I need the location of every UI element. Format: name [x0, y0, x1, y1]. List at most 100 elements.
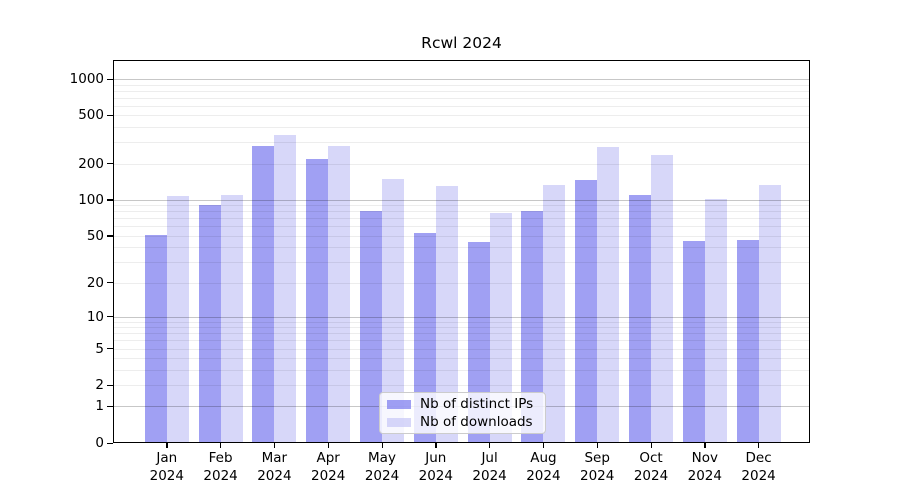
bar-downloads [758, 184, 781, 443]
bar-downloads [543, 185, 566, 443]
y-tick-label: 5 [95, 340, 104, 357]
year-label: 2024 [633, 467, 669, 484]
y-tick [107, 78, 113, 80]
y-tick [107, 235, 113, 237]
y-tick [107, 348, 113, 350]
month-label: Nov [691, 450, 718, 466]
year-label: 2024 [526, 467, 561, 484]
y-tick [107, 384, 113, 386]
month-label: Sep [584, 450, 610, 466]
x-tick [381, 443, 383, 448]
bar-ips [144, 234, 167, 443]
x-tick-label: Jul 2024 [462, 450, 518, 485]
x-tick-label: Dec 2024 [731, 450, 787, 485]
year-label: 2024 [364, 467, 400, 484]
bar-ips [736, 240, 759, 443]
year-label: 2024 [418, 467, 453, 484]
year-label: 2024 [203, 467, 238, 484]
y-tick-label: 20 [86, 274, 104, 291]
year-label: 2024 [472, 467, 507, 484]
x-tick-label: Apr 2024 [300, 450, 356, 485]
y-tick [107, 282, 113, 284]
x-tick [435, 443, 437, 448]
legend-label-distinct-ips: Nb of distinct IPs [420, 395, 534, 412]
gridline-minor [114, 84, 809, 86]
y-tick-label: 200 [78, 155, 104, 172]
year-label: 2024 [687, 467, 722, 484]
bar-downloads [597, 146, 620, 443]
bar-ips [252, 145, 275, 443]
month-label: Jan [156, 450, 178, 466]
year-label: 2024 [311, 467, 346, 484]
y-tick [107, 163, 113, 165]
bar-downloads [328, 145, 351, 443]
y-tick-label: 100 [78, 191, 104, 208]
legend-swatch-ips [387, 399, 411, 409]
month-label: Jun [425, 450, 447, 466]
y-tick [107, 114, 113, 117]
year-label: 2024 [741, 467, 776, 484]
bar-downloads [489, 213, 512, 443]
x-tick [327, 443, 329, 448]
bar-ips [682, 241, 705, 443]
x-tick-label: Mar 2024 [246, 450, 302, 485]
gridline-decade [114, 79, 809, 80]
month-label: Oct [639, 450, 663, 466]
x-tick [166, 443, 168, 448]
y-tick [107, 199, 113, 201]
x-tick [220, 443, 222, 448]
y-tick-label: 50 [86, 227, 104, 244]
month-label: Jul [481, 450, 498, 466]
x-tick-label: Nov 2024 [677, 450, 733, 485]
legend-swatch-downloads [387, 417, 411, 427]
legend-item-downloads: Nb of downloads [387, 413, 545, 430]
x-tick-label: Feb 2024 [193, 450, 249, 485]
gridline-minor [114, 163, 809, 165]
bar-downloads [382, 178, 404, 443]
legend-label-downloads: Nb of downloads [420, 413, 533, 430]
bar-ips [198, 205, 221, 443]
x-tick-label: May 2024 [354, 450, 410, 485]
gridline-minor [114, 97, 809, 99]
bar-ips [413, 232, 436, 443]
month-label: Dec [745, 450, 772, 466]
bar-ips [629, 194, 651, 443]
y-tick-label: 500 [78, 107, 104, 124]
y-tick-label: 2 [95, 377, 104, 394]
chart-title: Rcwl 2024 [421, 34, 502, 52]
gridline-minor [114, 90, 809, 92]
bar-ips [575, 179, 598, 443]
y-tick-label: 1 [95, 398, 104, 415]
month-label: May [368, 450, 396, 466]
year-label: 2024 [580, 467, 615, 484]
gridline-minor [114, 142, 809, 144]
bar-downloads [435, 186, 458, 443]
bar-ips [360, 211, 382, 443]
bar-downloads [651, 155, 673, 443]
legend: Nb of distinct IPs Nb of downloads [379, 392, 546, 434]
legend-item-distinct-ips: Nb of distinct IPs [387, 395, 545, 412]
x-tick-label: Oct 2024 [623, 450, 679, 485]
x-tick-label: Jun 2024 [408, 450, 464, 485]
bar-ips [521, 211, 544, 443]
x-tick-label: Jan 2024 [139, 450, 195, 485]
month-label: Aug [530, 450, 557, 466]
x-tick [758, 443, 760, 448]
bar-downloads [166, 195, 189, 443]
gridline-minor [114, 105, 809, 107]
y-tick [107, 316, 113, 318]
month-label: Apr [316, 450, 340, 466]
bar-downloads [220, 194, 243, 443]
month-label: Mar [261, 450, 288, 466]
month-label: Feb [208, 450, 233, 466]
bar-ips [306, 158, 329, 443]
x-tick [542, 443, 545, 448]
gridline-minor [114, 127, 809, 129]
x-tick [596, 443, 598, 448]
x-tick [273, 443, 276, 448]
bar-downloads [704, 198, 727, 443]
gridline-minor [114, 115, 809, 117]
year-label: 2024 [257, 467, 292, 484]
y-tick [107, 405, 113, 408]
